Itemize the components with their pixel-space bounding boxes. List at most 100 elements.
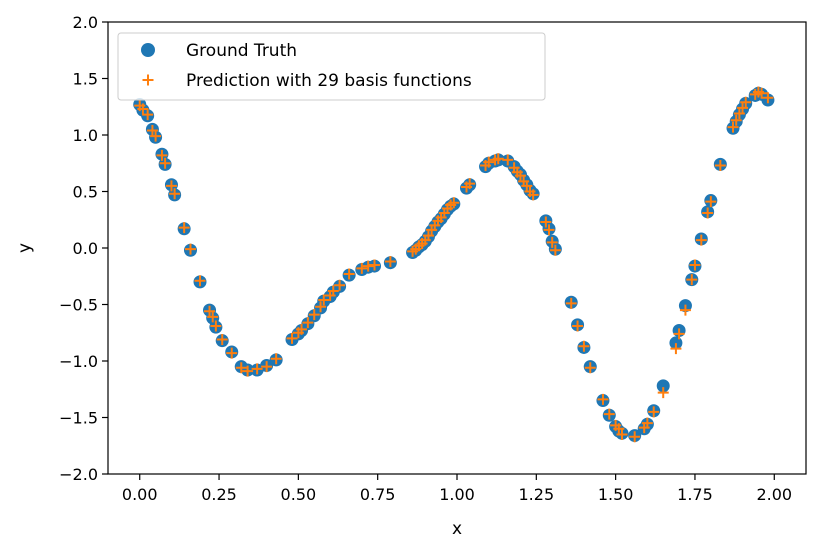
prediction-point [730,114,742,126]
y-tick-label: 2.0 [73,13,98,32]
prediction-point [318,294,330,306]
prediction-point [210,320,222,332]
ground-truth-point [656,379,670,393]
prediction-point [527,189,539,201]
y-tick-label: −1.0 [59,352,98,371]
prediction-point [384,256,396,268]
prediction-point [165,180,177,192]
prediction-point [702,207,714,219]
prediction-point [727,121,739,133]
prediction-point [679,304,691,316]
prediction-point [142,109,154,121]
prediction-point [483,156,495,168]
x-tick-label: 0.75 [360,485,396,504]
x-tick-label: 1.75 [677,485,713,504]
prediction-point [226,347,238,359]
prediction-point [641,417,653,429]
prediction-point [492,153,504,165]
prediction-point [613,423,625,435]
legend-marker-prediction [142,74,154,86]
prediction-point [733,108,745,120]
prediction-point [629,431,641,443]
prediction-point [362,260,374,272]
x-tick-label: 0.25 [201,485,237,504]
prediction-point [762,92,774,104]
prediction-point [356,262,368,274]
y-tick-label: −1.5 [59,409,98,428]
prediction-point [737,102,749,114]
legend-label-prediction: Prediction with 29 basis functions [186,71,472,91]
prediction-point [448,197,460,209]
x-axis-label: x [452,519,462,539]
y-tick-label: 0.0 [73,239,98,258]
prediction-point [343,268,355,280]
prediction-point [521,180,533,192]
prediction-point [578,340,590,352]
prediction-point [648,406,660,418]
y-axis-label: y [15,243,35,253]
prediction-point [597,393,609,405]
prediction-point [695,234,707,246]
prediction-point [156,149,168,161]
prediction-point [286,332,298,344]
prediction-point [540,216,552,228]
prediction-point [235,362,247,374]
x-tick-label: 2.00 [756,485,792,504]
prediction-point [261,361,273,373]
plot-area [133,86,775,443]
legend-marker-ground-truth [141,43,155,57]
prediction-point [308,309,320,321]
prediction-point [204,305,216,317]
prediction-point [150,130,162,142]
prediction-point [543,224,555,236]
prediction-point [194,275,206,287]
prediction-point [616,428,628,440]
prediction-point [714,160,726,172]
prediction-point [705,196,717,208]
prediction-point [242,365,254,377]
x-tick-label: 0.50 [281,485,317,504]
prediction-point [514,170,526,182]
prediction-point [673,328,685,340]
prediction-point [740,96,752,108]
x-tick-label: 1.00 [439,485,475,504]
x-tick-label: 1.25 [519,485,555,504]
prediction-point [657,387,669,399]
y-tick-label: −0.5 [59,296,98,315]
prediction-point [169,188,181,200]
prediction-point [756,87,768,99]
prediction-point [302,317,314,329]
prediction-point [689,259,701,271]
prediction-point [603,408,615,420]
y-tick-label: −2.0 [59,465,98,484]
prediction-point [216,334,228,346]
y-tick-label: 1.5 [73,70,98,89]
prediction-point [334,279,346,291]
legend-label-ground-truth: Ground Truth [186,41,297,61]
prediction-point [464,178,476,190]
y-tick-label: 0.5 [73,183,98,202]
ground-truth-point [669,336,683,350]
prediction-point [251,363,263,375]
prediction-point [270,353,282,365]
legend: Ground Truth Prediction with 29 basis fu… [117,32,546,101]
prediction-point [146,124,158,136]
legend-box [117,32,546,101]
y-axis: −2.0 −1.5 −1.0 −0.5 0.0 0.5 1.0 1.5 2.0 [59,13,108,484]
prediction-point [565,297,577,309]
x-tick-label: 1.50 [598,485,634,504]
prediction-point [296,323,308,335]
x-tick-label: 0.00 [122,485,158,504]
prediction-point [207,311,219,323]
prediction-point [572,320,584,332]
prediction-point [584,362,596,374]
prediction-point [546,236,558,248]
prediction-point [670,343,682,355]
prediction-point [184,243,196,255]
prediction-point [159,157,171,169]
prediction-point [549,244,561,256]
y-tick-label: 1.0 [73,126,98,145]
x-axis: 0.00 0.25 0.50 0.75 1.00 1.25 1.50 1.75 2.00 [122,474,792,504]
prediction-point [178,222,190,234]
